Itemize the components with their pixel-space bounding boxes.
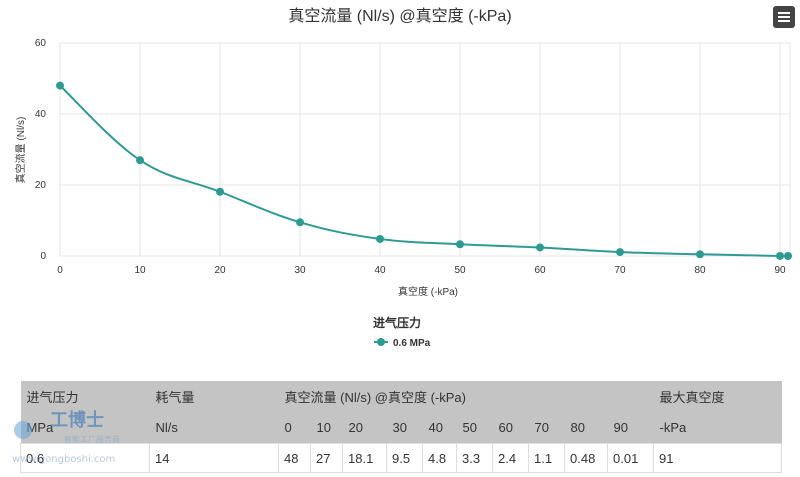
chart-title: 真空流量 (Nl/s) @真空度 (-kPa) xyxy=(288,7,511,25)
data-point[interactable] xyxy=(776,251,784,260)
table-cell: 18.1 xyxy=(342,443,387,473)
header-unit-cell: 80 xyxy=(564,412,608,444)
header-unit-cell: 90 xyxy=(607,412,654,444)
x-axis-ticks: 0 10 20 30 40 50 60 70 80 90 xyxy=(57,265,786,276)
data-point[interactable] xyxy=(216,187,224,196)
grid-lines xyxy=(59,42,791,257)
table-cell: 14 xyxy=(149,443,279,473)
legend-title: 进气压力 xyxy=(373,315,421,330)
x-tick-label: 20 xyxy=(214,265,226,276)
x-tick-label: 80 xyxy=(694,265,706,276)
y-tick-label: 20 xyxy=(35,180,47,191)
data-point[interactable] xyxy=(376,234,384,243)
y-tick-label: 0 xyxy=(40,251,46,262)
legend-item-0-6mpa[interactable]: 0.6 MPa xyxy=(374,338,431,349)
series-line-0-6mpa xyxy=(59,84,791,258)
data-point[interactable] xyxy=(296,218,304,227)
table-cell: 48 xyxy=(278,443,311,473)
x-tick-label: 50 xyxy=(454,265,466,276)
header-max-vacuum: 最大真空度 xyxy=(653,381,782,412)
x-tick-label: 90 xyxy=(774,265,786,276)
table-header-row-units: MPa Nl/s 0 10 20 30 40 50 60 70 80 90 -kPa xyxy=(20,412,782,444)
table-cell: 91 xyxy=(653,443,783,473)
table-cell: 0.01 xyxy=(606,443,655,473)
series-points xyxy=(56,81,792,260)
table-cell: 9.5 xyxy=(386,443,423,473)
hamburger-menu-icon[interactable] xyxy=(773,6,795,28)
chart: 真空流量 (Nl/s) @真空度 (-kPa) 0 20 40 60 0 10 20 30 4… xyxy=(14,7,792,349)
table-cell: 1.1 xyxy=(528,443,565,473)
header-air-consumption: 耗气量 xyxy=(149,381,279,412)
data-point[interactable] xyxy=(56,81,64,90)
data-point[interactable] xyxy=(616,248,624,257)
legend-dot-marker xyxy=(377,338,385,346)
x-tick-label: 40 xyxy=(374,265,386,276)
data-point[interactable] xyxy=(536,243,544,252)
table-cell: 27 xyxy=(310,443,343,473)
header-unit-cell: 20 xyxy=(342,412,387,444)
x-tick-label: 60 xyxy=(534,265,546,276)
table-header-row-top: 进气压力 耗气量 真空流量 (Nl/s) @真空度 (-kPa) 最大真空度 xyxy=(20,381,782,412)
header-unit-cell: 70 xyxy=(528,412,565,444)
y-axis-label: 真空流量 (Nl/s) xyxy=(14,117,27,184)
legend-label: 0.6 MPa xyxy=(393,338,431,349)
spec-table: 进气压力 耗气量 真空流量 (Nl/s) @真空度 (-kPa) 最大真空度 M… xyxy=(20,381,783,473)
header-vacuum-flow: 真空流量 (Nl/s) @真空度 (-kPa) xyxy=(278,381,654,412)
table-cell: 0.6 xyxy=(20,443,150,473)
header-unit-cell: 50 xyxy=(456,412,493,444)
y-axis-ticks: 0 20 40 60 xyxy=(35,38,47,262)
header-unit-cell: 10 xyxy=(310,412,343,444)
x-tick-label: 0 xyxy=(57,265,63,276)
table-cell: 0.48 xyxy=(564,443,608,473)
table-cell: 3.3 xyxy=(456,443,493,473)
data-point[interactable] xyxy=(696,250,704,259)
table-cell: 4.8 xyxy=(422,443,457,473)
data-point[interactable] xyxy=(136,156,144,165)
header-unit-cell: 0 xyxy=(278,412,311,444)
table-cell: 2.4 xyxy=(492,443,529,473)
y-tick-label: 60 xyxy=(35,38,47,49)
y-tick-label: 40 xyxy=(35,109,47,120)
data-point[interactable] xyxy=(456,240,464,249)
data-point[interactable] xyxy=(784,252,792,260)
table-row: 0.6 14 48 27 18.1 9.5 4.8 3.3 2.4 1.1 0.48 0.01 91 xyxy=(20,443,783,473)
x-axis-label: 真空度 (-kPa) xyxy=(398,285,458,298)
header-unit-cell: 30 xyxy=(386,412,423,444)
x-tick-label: 10 xyxy=(134,265,146,276)
x-tick-label: 70 xyxy=(614,265,626,276)
header-unit-cell: 40 xyxy=(422,412,457,444)
x-tick-label: 30 xyxy=(294,265,306,276)
header-inlet-pressure: 进气压力 xyxy=(20,381,150,412)
header-unit-cell: 60 xyxy=(492,412,529,444)
header-unit-cell: MPa xyxy=(20,412,150,444)
header-unit-cell: -kPa xyxy=(653,412,782,444)
header-unit-cell: Nl/s xyxy=(149,412,279,444)
